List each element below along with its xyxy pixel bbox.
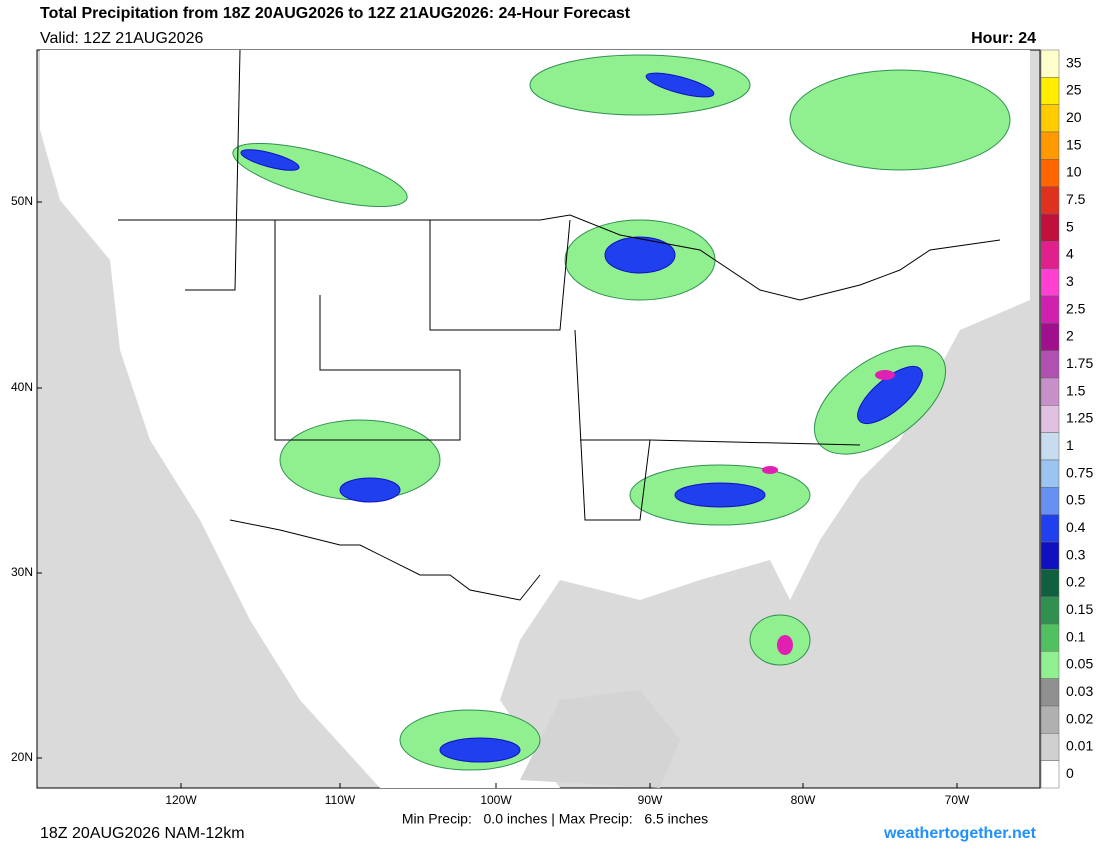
legend-swatch bbox=[1040, 213, 1060, 242]
legend-label: 0 bbox=[1066, 765, 1074, 781]
legend-label: 0.5 bbox=[1066, 492, 1086, 508]
legend-swatch bbox=[1040, 432, 1060, 461]
lat-label: 50N bbox=[11, 194, 33, 208]
precip-area bbox=[762, 466, 778, 474]
forecast-hour: Hour: 24 bbox=[971, 30, 1036, 47]
valid-time: Valid: 12Z 21AUG2026 bbox=[40, 30, 203, 47]
legend-swatch bbox=[1040, 268, 1060, 297]
legend-swatch bbox=[1040, 77, 1060, 105]
legend-swatch bbox=[1040, 186, 1060, 215]
lon-label: 110W bbox=[325, 793, 356, 807]
legend-label: 1.25 bbox=[1066, 410, 1093, 426]
lon-label: 120W bbox=[165, 793, 197, 807]
legend-label: 10 bbox=[1066, 164, 1082, 180]
lon-label: 70W bbox=[945, 793, 970, 807]
legend-label: 0.1 bbox=[1066, 628, 1086, 644]
legend-swatch bbox=[1040, 405, 1060, 433]
legend-swatch bbox=[1040, 377, 1060, 406]
legend-label: 20 bbox=[1066, 109, 1082, 125]
lat-label: 30N bbox=[11, 565, 33, 579]
title: Total Precipitation from 18Z 20AUG2026 t… bbox=[40, 5, 631, 22]
ocean-shade bbox=[520, 690, 680, 788]
border bbox=[118, 214, 1001, 301]
heavy-precip-areas bbox=[240, 72, 923, 763]
legend-label: 2 bbox=[1066, 328, 1074, 344]
border bbox=[274, 220, 461, 441]
legend-swatch bbox=[1040, 323, 1060, 351]
lat-label: 20N bbox=[11, 750, 33, 764]
border bbox=[229, 519, 541, 601]
legend-swatch bbox=[1040, 487, 1060, 515]
legend-label: 0.3 bbox=[1066, 546, 1086, 562]
land bbox=[40, 50, 1030, 788]
precip-area bbox=[645, 72, 715, 98]
legend-swatch bbox=[1040, 760, 1060, 789]
precip-area bbox=[875, 370, 895, 380]
precip-area bbox=[857, 366, 923, 424]
borders bbox=[118, 49, 1001, 601]
legend-swatch bbox=[1040, 104, 1060, 133]
extreme-precip-areas bbox=[762, 370, 895, 655]
legend-label: 1.5 bbox=[1066, 382, 1086, 398]
legend-swatch bbox=[1040, 514, 1060, 543]
legend-swatch bbox=[1040, 651, 1060, 679]
legend-label: 25 bbox=[1066, 82, 1082, 98]
legend-label: 0.2 bbox=[1066, 574, 1086, 590]
precip-area bbox=[777, 635, 793, 655]
lon-label: 90W bbox=[638, 793, 663, 807]
legend-swatch bbox=[1040, 705, 1060, 734]
legend-label: 0.05 bbox=[1066, 656, 1093, 672]
precip-area bbox=[339, 477, 401, 503]
precip-stats: Min Precip: 0.0 inches | Max Precip: 6.5… bbox=[402, 811, 708, 827]
legend-label: 4 bbox=[1066, 246, 1074, 262]
legend-label: 0.02 bbox=[1066, 710, 1093, 726]
legend-swatch bbox=[1040, 596, 1060, 625]
legend-swatch bbox=[1040, 678, 1060, 707]
legend-label: 0.15 bbox=[1066, 601, 1093, 617]
precip-area bbox=[789, 69, 1011, 171]
model-run: 18Z 20AUG2026 NAM-12km bbox=[40, 825, 245, 842]
lon-label: 80W bbox=[791, 793, 816, 807]
legend-swatch bbox=[1040, 131, 1060, 160]
lon-labels: 120W 110W 100W 90W 80W 70W bbox=[165, 783, 970, 807]
lat-label: 40N bbox=[11, 380, 33, 394]
precip-area bbox=[529, 54, 751, 116]
legend-label: 0.75 bbox=[1066, 464, 1093, 480]
lat-labels: 50N 40N 30N 20N bbox=[11, 194, 42, 764]
site-name: weathertogether.net bbox=[883, 825, 1037, 842]
legend-swatch bbox=[1040, 733, 1060, 761]
precip-area bbox=[604, 236, 676, 274]
legend-label: 15 bbox=[1066, 136, 1082, 152]
legend-label: 0.01 bbox=[1066, 738, 1093, 754]
legend-label: 0.4 bbox=[1066, 519, 1086, 535]
legend-swatch bbox=[1040, 49, 1060, 78]
precip-area bbox=[439, 737, 521, 763]
precip-area bbox=[674, 482, 766, 508]
precip-area bbox=[240, 149, 300, 171]
legend-swatch bbox=[1040, 459, 1060, 488]
legend-swatch bbox=[1040, 159, 1060, 187]
legend-swatch bbox=[1040, 295, 1060, 324]
border bbox=[574, 329, 651, 521]
legend-swatch bbox=[1040, 350, 1060, 379]
border bbox=[429, 219, 571, 331]
legend-label: 1.75 bbox=[1066, 355, 1093, 371]
legend-swatch bbox=[1040, 541, 1060, 570]
legend-label: 5 bbox=[1066, 218, 1074, 234]
legend: 35 25 20 15 10 7.5 5 4 3 2.5 2 1.75 1.5 1.25 1 0.75 0.5 0… bbox=[1040, 49, 1093, 789]
legend-label: 0.03 bbox=[1066, 683, 1093, 699]
legend-label: 35 bbox=[1066, 54, 1082, 70]
legend-swatch bbox=[1040, 241, 1060, 269]
legend-swatch bbox=[1040, 623, 1060, 652]
border bbox=[185, 49, 241, 291]
legend-label: 3 bbox=[1066, 273, 1074, 289]
legend-label: 1 bbox=[1066, 437, 1074, 453]
legend-swatch bbox=[1040, 569, 1060, 597]
border bbox=[649, 439, 861, 446]
legend-label: 7.5 bbox=[1066, 191, 1086, 207]
lon-label: 100W bbox=[480, 793, 512, 807]
legend-label: 2.5 bbox=[1066, 300, 1086, 316]
map bbox=[36, 49, 1041, 789]
